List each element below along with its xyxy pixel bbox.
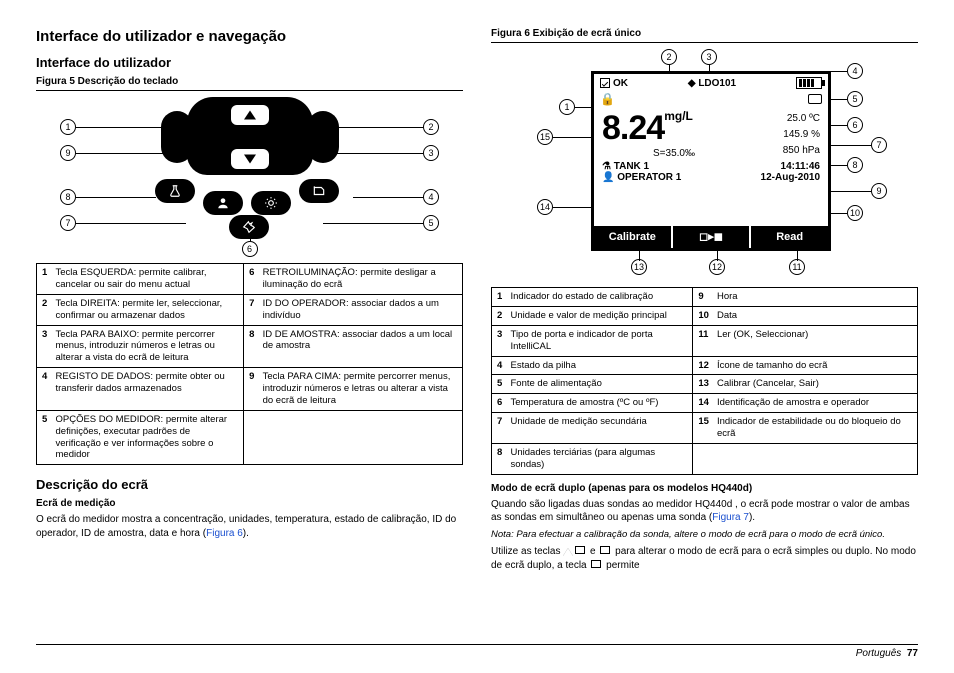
para-ecra: O ecrã do medidor mostra a concentração,… (36, 513, 463, 540)
c6-4: 4 (847, 63, 863, 79)
p-duplo-2: Utilize as teclas e para alterar o modo … (491, 545, 918, 572)
date: 12-Aug-2010 (761, 172, 820, 183)
salinity: S=35.0‰ (602, 148, 746, 159)
callout-9: 9 (60, 145, 76, 161)
h3-ecra: Ecrã de medição (36, 498, 463, 509)
battery-icon (796, 77, 822, 89)
c6-5: 5 (847, 91, 863, 107)
sample-id: TANK 1 (614, 161, 649, 172)
h3-modo-duplo: Modo de ecrã duplo (apenas para os model… (491, 483, 918, 494)
plug-icon (808, 94, 822, 104)
up-triangle-icon (563, 548, 573, 556)
left-column: Interface do utilizador e navegação Inte… (36, 28, 463, 576)
c6-7: 7 (871, 137, 887, 153)
page-footer: Português 77 (36, 644, 918, 659)
screen-probe: LDO101 (698, 78, 736, 89)
screen-ok: OK (613, 78, 628, 89)
operator-id: OPERATOR 1 (617, 172, 681, 183)
key-datalog-icon (299, 179, 339, 203)
callout-8: 8 (60, 189, 76, 205)
c6-15: 15 (537, 129, 553, 145)
h1: Interface do utilizador e navegação (36, 28, 463, 45)
c6-3: 3 (701, 49, 717, 65)
c6-2: 2 (661, 49, 677, 65)
key-options-icon (229, 215, 269, 239)
flask-icon: ⚗ (602, 161, 611, 172)
table-fig5: 1Tecla ESQUERDA: permite calibrar, cance… (36, 263, 463, 465)
fig6-caption: Figura 6 Exibição de ecrã único (491, 28, 918, 43)
operator-icon: 👤 (602, 172, 614, 183)
softkey-calibrate[interactable]: Calibrate (594, 226, 673, 248)
callout-3: 3 (423, 145, 439, 161)
c6-9: 9 (871, 183, 887, 199)
figure6-diagram: 1 2 3 4 5 6 7 8 9 10 11 12 13 14 15 (491, 49, 918, 279)
c6-13: 13 (631, 259, 647, 275)
c6-14: 14 (537, 199, 553, 215)
callout-1: 1 (60, 119, 76, 135)
callout-4: 4 (423, 189, 439, 205)
callout-2: 2 (423, 119, 439, 135)
c6-8: 8 (847, 157, 863, 173)
key-operator-icon (203, 191, 243, 215)
c6-6: 6 (847, 117, 863, 133)
table-fig6: 1Indicador do estado de calibração9Hora2… (491, 287, 918, 475)
fig5-caption: Figura 5 Descrição do teclado (36, 76, 463, 91)
temp: 25.0 ºC (750, 111, 820, 127)
link-fig7[interactable]: Figura 7 (712, 512, 749, 523)
right-column: Figura 6 Exibição de ecrã único 1 2 3 4 … (491, 28, 918, 576)
c6-12: 12 (709, 259, 725, 275)
c6-11: 11 (789, 259, 805, 275)
reading-unit: mg/L (664, 109, 693, 123)
figure5-diagram: 1 9 8 7 2 3 4 5 6 (36, 97, 463, 257)
footer-language: Português (856, 648, 902, 659)
softkey-read[interactable]: Read (751, 226, 828, 248)
softkey-screen-size[interactable]: ◻▸◼ (673, 226, 752, 248)
h2-interface: Interface do utilizador (36, 55, 463, 70)
meter-screen: OK ◆ LDO101 🔒 8.24mg/L S=35.0‰ 25.0 ºC (591, 71, 831, 251)
callout-7: 7 (60, 215, 76, 231)
footer-page: 77 (907, 648, 918, 659)
key-backlight-icon (251, 191, 291, 215)
c6-1: 1 (559, 99, 575, 115)
pct: 145.9 % (750, 127, 820, 143)
down-triangle-icon (600, 546, 610, 554)
keypad-graphic (145, 97, 355, 247)
p-duplo-1: Quando são ligadas duas sondas ao medido… (491, 498, 918, 525)
c6-10: 10 (847, 205, 863, 221)
lock-icon: 🔒 (600, 92, 615, 106)
key-sample-icon (155, 179, 195, 203)
up-triangle-icon-2 (591, 560, 601, 568)
time: 14:11:46 (781, 161, 820, 172)
reading-value: 8.24 (602, 109, 664, 147)
link-fig6[interactable]: Figura 6 (206, 528, 243, 539)
hpa: 850 hPa (750, 143, 820, 159)
callout-5: 5 (423, 215, 439, 231)
note-calib: Nota: Para efectuar a calibração da sond… (491, 529, 918, 542)
h2-descricao: Descrição do ecrã (36, 477, 463, 492)
